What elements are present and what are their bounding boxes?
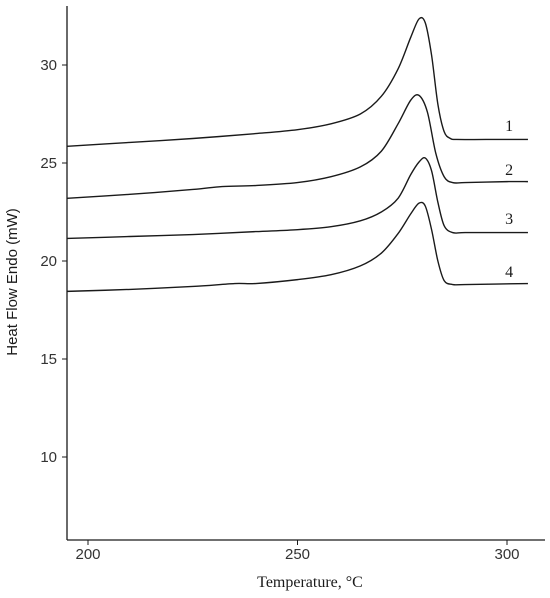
series-group	[67, 16, 528, 293]
y-axis-title: Heat Flow Endo (mW)	[4, 208, 21, 356]
x-tick-label: 300	[494, 546, 519, 563]
x-tick-label: 250	[285, 546, 310, 563]
series-label-1: 1	[505, 118, 513, 135]
x-tick-label: 200	[75, 546, 100, 563]
y-tick-label: 25	[40, 155, 57, 172]
series-label-group: 1 2 3 4	[505, 118, 513, 281]
y-tick-label: 10	[40, 449, 57, 466]
series-label-2: 2	[505, 162, 513, 179]
y-tick-group: 10 15 20 25 30	[40, 57, 67, 466]
y-axis: 10 15 20 25 30	[40, 6, 68, 540]
x-tick-group: 200 250 300	[75, 540, 520, 563]
y-tick-label: 15	[40, 351, 57, 368]
series-line-4	[67, 201, 528, 293]
series-label-3: 3	[505, 211, 513, 228]
x-axis: 200 250 300	[67, 539, 545, 563]
series-line-3	[67, 157, 528, 240]
series-label-4: 4	[505, 264, 513, 281]
series-line-1	[67, 16, 528, 148]
y-tick-label: 20	[40, 253, 57, 270]
y-tick-label: 30	[40, 57, 57, 74]
x-axis-title: Temperature, °C	[257, 574, 363, 591]
series-line-2	[67, 94, 528, 199]
